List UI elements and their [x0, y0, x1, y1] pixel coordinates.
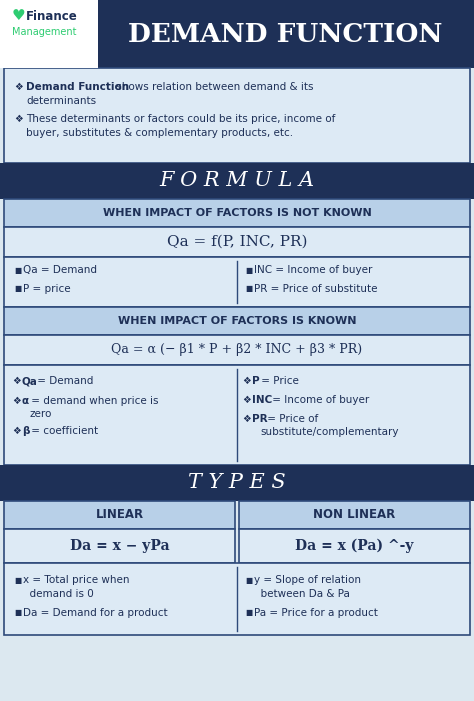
Bar	[0, 163, 474, 199]
Bar	[4, 529, 235, 563]
Text: y = Slope of relation: y = Slope of relation	[254, 575, 361, 585]
Text: ■: ■	[14, 285, 21, 294]
Text: Qa = f(P, INC, PR): Qa = f(P, INC, PR)	[167, 235, 307, 249]
Bar	[4, 563, 470, 635]
Text: ❖: ❖	[12, 426, 21, 436]
Bar	[4, 227, 470, 257]
Text: ❖: ❖	[12, 376, 21, 386]
Bar	[4, 307, 470, 335]
Bar	[4, 257, 470, 307]
Bar	[4, 365, 470, 465]
Bar	[0, 465, 474, 501]
Text: P = price: P = price	[23, 284, 71, 294]
Text: PR = Price of substitute: PR = Price of substitute	[254, 284, 377, 294]
Text: = Price of: = Price of	[264, 414, 318, 424]
Bar	[4, 501, 235, 529]
Text: NON LINEAR: NON LINEAR	[313, 508, 396, 522]
Text: = Demand: = Demand	[34, 376, 93, 386]
Text: Qa = α (− β1 * P + β2 * INC + β3 * PR): Qa = α (− β1 * P + β2 * INC + β3 * PR)	[111, 343, 363, 357]
Text: ■: ■	[245, 576, 252, 585]
Text: determinants: determinants	[26, 96, 96, 106]
Text: T Y P E S: T Y P E S	[188, 473, 286, 493]
Text: ❖: ❖	[242, 414, 251, 424]
Text: Da = x − yPa: Da = x − yPa	[70, 539, 169, 553]
Bar	[0, 0, 474, 68]
Text: ■: ■	[14, 576, 21, 585]
Text: ❖: ❖	[12, 396, 21, 406]
Text: Qa: Qa	[22, 376, 38, 386]
Text: β: β	[22, 426, 29, 436]
Text: ❖: ❖	[14, 82, 23, 92]
Text: LINEAR: LINEAR	[95, 508, 144, 522]
Text: ♥: ♥	[12, 8, 26, 24]
Text: ■: ■	[245, 266, 252, 275]
Text: WHEN IMPACT OF FACTORS IS NOT KNOWN: WHEN IMPACT OF FACTORS IS NOT KNOWN	[103, 208, 371, 218]
Text: buyer, substitutes & complementary products, etc.: buyer, substitutes & complementary produ…	[26, 128, 293, 138]
Text: P: P	[252, 376, 260, 386]
Text: = coefficient: = coefficient	[28, 426, 98, 436]
Text: Demand Function: Demand Function	[26, 82, 129, 92]
Text: shows relation between demand & its: shows relation between demand & its	[113, 82, 313, 92]
Text: WHEN IMPACT OF FACTORS IS KNOWN: WHEN IMPACT OF FACTORS IS KNOWN	[118, 316, 356, 326]
Text: demand is 0: demand is 0	[23, 589, 94, 599]
Text: substitute/complementary: substitute/complementary	[260, 427, 399, 437]
Bar	[239, 501, 470, 529]
Bar	[4, 68, 470, 163]
Text: α: α	[22, 396, 29, 406]
Text: F O R M U L A: F O R M U L A	[159, 172, 315, 191]
Text: PR: PR	[252, 414, 268, 424]
Text: ■: ■	[245, 285, 252, 294]
Text: ❖: ❖	[242, 376, 251, 386]
Text: ❖: ❖	[242, 395, 251, 405]
Bar	[239, 529, 470, 563]
Text: = Price: = Price	[258, 376, 299, 386]
Text: Qa = Demand: Qa = Demand	[23, 265, 97, 275]
Text: Management: Management	[12, 27, 76, 37]
Text: ❖: ❖	[14, 114, 23, 124]
Text: = demand when price is: = demand when price is	[28, 396, 158, 406]
Text: Da = Demand for a product: Da = Demand for a product	[23, 608, 168, 618]
Text: Da = x (Pa) ^-y: Da = x (Pa) ^-y	[295, 539, 414, 553]
Text: INC = Income of buyer: INC = Income of buyer	[254, 265, 373, 275]
Text: DEMAND FUNCTION: DEMAND FUNCTION	[128, 22, 442, 46]
Text: x = Total price when: x = Total price when	[23, 575, 129, 585]
Text: Pa = Price for a product: Pa = Price for a product	[254, 608, 378, 618]
Text: ■: ■	[245, 608, 252, 618]
Text: between Da & Pa: between Da & Pa	[254, 589, 350, 599]
Text: These determinants or factors could be its price, income of: These determinants or factors could be i…	[26, 114, 336, 124]
Bar	[0, 0, 98, 68]
Text: Finance: Finance	[26, 10, 78, 22]
Text: INC: INC	[252, 395, 272, 405]
Text: zero: zero	[30, 409, 52, 419]
Text: ■: ■	[14, 608, 21, 618]
Bar	[4, 335, 470, 365]
Text: ■: ■	[14, 266, 21, 275]
Bar	[4, 199, 470, 227]
Text: = Income of buyer: = Income of buyer	[269, 395, 370, 405]
